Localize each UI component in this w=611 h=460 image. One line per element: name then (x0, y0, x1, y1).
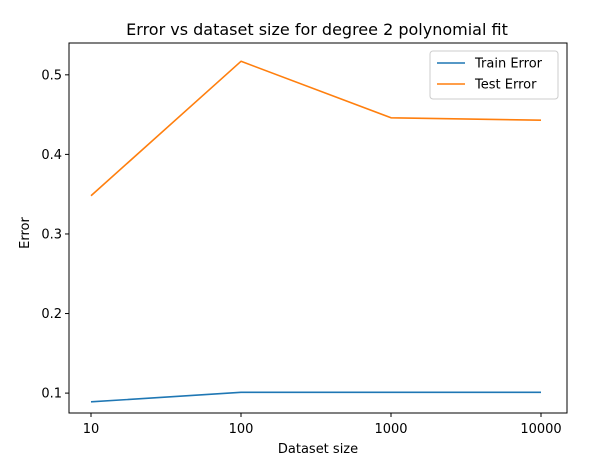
y-tick-label: 0.3 (41, 227, 62, 242)
chart-title: Error vs dataset size for degree 2 polyn… (126, 20, 508, 39)
series-layer (90, 60, 542, 403)
x-tick-label: 1000 (374, 422, 407, 437)
x-tick-label: 10000 (520, 422, 561, 437)
y-tick-label: 0.2 (41, 307, 62, 322)
plot-area (68, 42, 568, 414)
y-tick-label: 0.1 (41, 387, 62, 402)
legend-label: Train Error (474, 57, 543, 72)
y-axis: 0.1 0.2 0.3 0.4 0.5 (41, 68, 69, 402)
plot-frame (68, 42, 568, 414)
legend: Train Error Test Error (429, 50, 559, 100)
series-line-test-error (90, 60, 542, 197)
y-tick-label: 0.5 (41, 68, 62, 83)
x-tick-label: 10 (83, 422, 100, 437)
y-tick-label: 0.4 (41, 148, 62, 163)
legend-label: Test Error (474, 78, 537, 93)
x-tick-label: 100 (229, 422, 254, 437)
x-axis: 10 100 1000 10000 (83, 413, 562, 437)
series-line-train-error (90, 391, 541, 403)
x-axis-label: Dataset size (278, 442, 358, 457)
y-axis-label: Error (18, 217, 33, 249)
